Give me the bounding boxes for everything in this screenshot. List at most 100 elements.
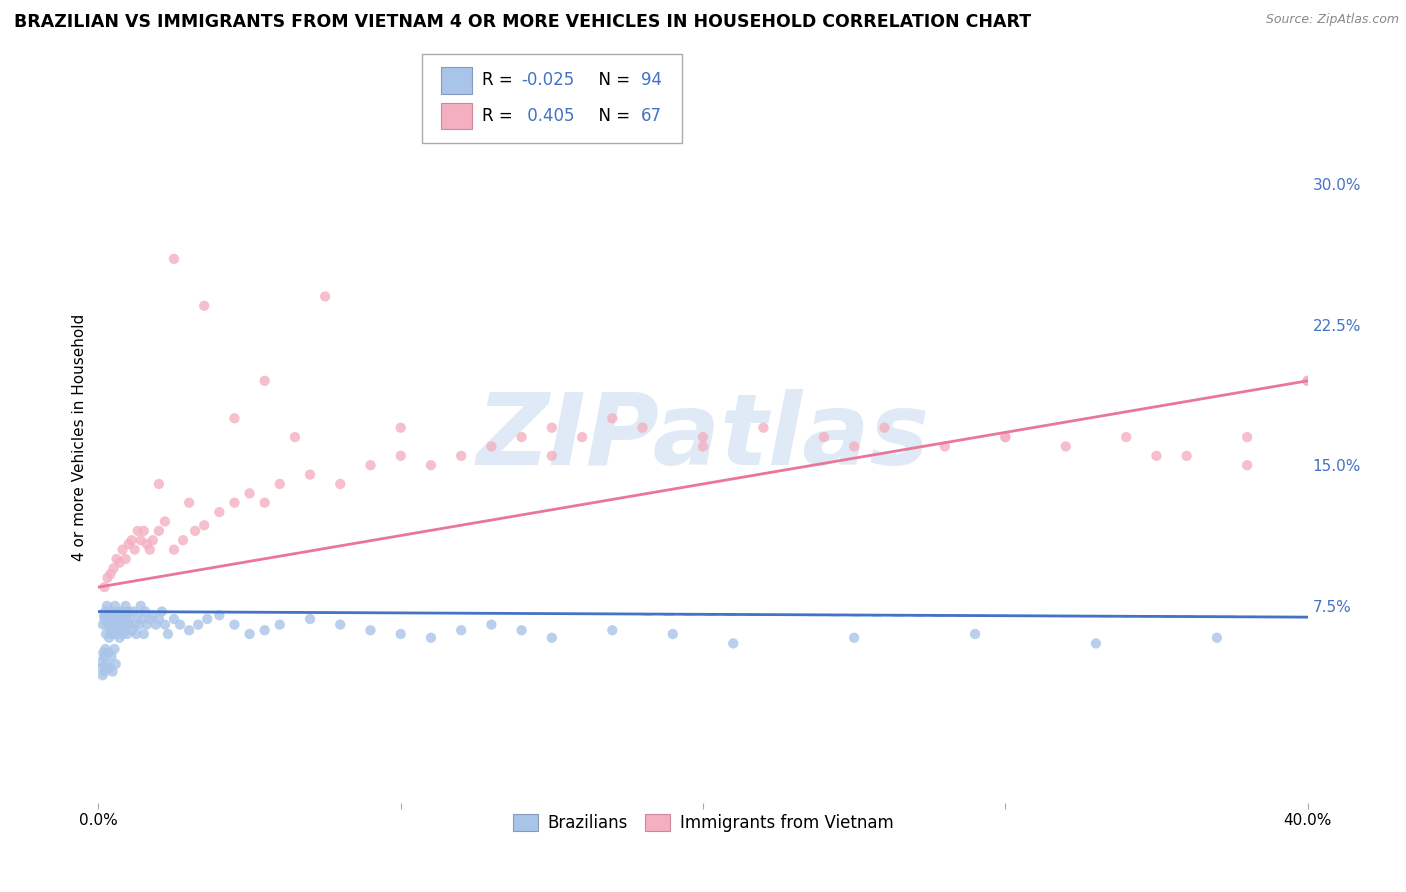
Point	[148, 612, 170, 626]
Point	[450, 624, 472, 638]
Point	[96, 657, 118, 671]
Text: R =: R =	[482, 71, 519, 89]
Point	[108, 556, 131, 570]
Point	[163, 252, 186, 266]
Point	[98, 661, 121, 675]
Point	[104, 599, 127, 613]
Point	[97, 646, 120, 660]
Point	[224, 617, 246, 632]
Point	[118, 617, 141, 632]
Point	[1175, 449, 1198, 463]
Point	[329, 477, 352, 491]
Point	[253, 624, 276, 638]
Point	[631, 420, 654, 434]
Point	[844, 440, 866, 454]
Point	[114, 599, 136, 613]
Point	[510, 624, 533, 638]
Point	[135, 537, 157, 551]
Point	[129, 533, 152, 548]
Point	[114, 617, 136, 632]
Point	[153, 515, 176, 529]
Point	[253, 496, 276, 510]
Point	[142, 533, 165, 548]
Point	[120, 612, 142, 626]
Text: N =: N =	[588, 107, 636, 125]
Point	[122, 605, 145, 619]
Point	[118, 537, 141, 551]
Point	[91, 617, 114, 632]
Point	[91, 661, 114, 675]
Point	[131, 612, 153, 626]
Point	[139, 612, 162, 626]
Text: BRAZILIAN VS IMMIGRANTS FROM VIETNAM 4 OR MORE VEHICLES IN HOUSEHOLD CORRELATION: BRAZILIAN VS IMMIGRANTS FROM VIETNAM 4 O…	[14, 13, 1031, 31]
Point	[148, 477, 170, 491]
Point	[540, 631, 562, 645]
Point	[965, 627, 987, 641]
Point	[389, 627, 412, 641]
Point	[239, 627, 262, 641]
Point	[111, 605, 134, 619]
Point	[93, 580, 115, 594]
Point	[94, 627, 117, 641]
Point	[299, 467, 322, 482]
Point	[481, 617, 503, 632]
Text: 67: 67	[641, 107, 662, 125]
Point	[420, 631, 443, 645]
Point	[540, 420, 562, 434]
Point	[104, 612, 127, 626]
Point	[239, 486, 262, 500]
Point	[128, 617, 150, 632]
Point	[193, 299, 215, 313]
Point	[127, 524, 149, 538]
Point	[111, 617, 134, 632]
Point	[101, 627, 124, 641]
Point	[108, 608, 131, 623]
Point	[224, 496, 246, 510]
Point	[195, 612, 218, 626]
Point	[129, 599, 152, 613]
Point	[934, 440, 956, 454]
Point	[723, 636, 745, 650]
Point	[134, 605, 156, 619]
Point	[108, 631, 131, 645]
Point	[139, 542, 162, 557]
Point	[96, 617, 118, 632]
Point	[127, 608, 149, 623]
Text: R =: R =	[482, 107, 519, 125]
Point	[208, 608, 231, 623]
Point	[115, 612, 138, 626]
Point	[1115, 430, 1137, 444]
Point	[602, 411, 624, 425]
Point	[994, 430, 1017, 444]
Point	[994, 430, 1017, 444]
Point	[125, 627, 148, 641]
Point	[105, 552, 128, 566]
Point	[224, 411, 246, 425]
Point	[94, 665, 117, 679]
Point	[124, 617, 146, 632]
Point	[98, 612, 121, 626]
Point	[124, 542, 146, 557]
Point	[101, 665, 124, 679]
Point	[112, 608, 135, 623]
Point	[299, 612, 322, 626]
Point	[510, 430, 533, 444]
Legend: Brazilians, Immigrants from Vietnam: Brazilians, Immigrants from Vietnam	[506, 807, 900, 838]
Point	[156, 627, 179, 641]
Point	[115, 627, 138, 641]
Point	[163, 612, 186, 626]
Point	[91, 668, 114, 682]
Point	[117, 605, 139, 619]
Point	[1296, 374, 1319, 388]
Point	[450, 449, 472, 463]
Point	[121, 533, 143, 548]
Text: Source: ZipAtlas.com: Source: ZipAtlas.com	[1265, 13, 1399, 27]
Point	[163, 542, 186, 557]
Text: 94: 94	[641, 71, 662, 89]
Point	[284, 430, 307, 444]
Point	[97, 608, 120, 623]
Point	[93, 612, 115, 626]
Point	[135, 617, 157, 632]
Point	[692, 440, 714, 454]
Point	[184, 524, 207, 538]
